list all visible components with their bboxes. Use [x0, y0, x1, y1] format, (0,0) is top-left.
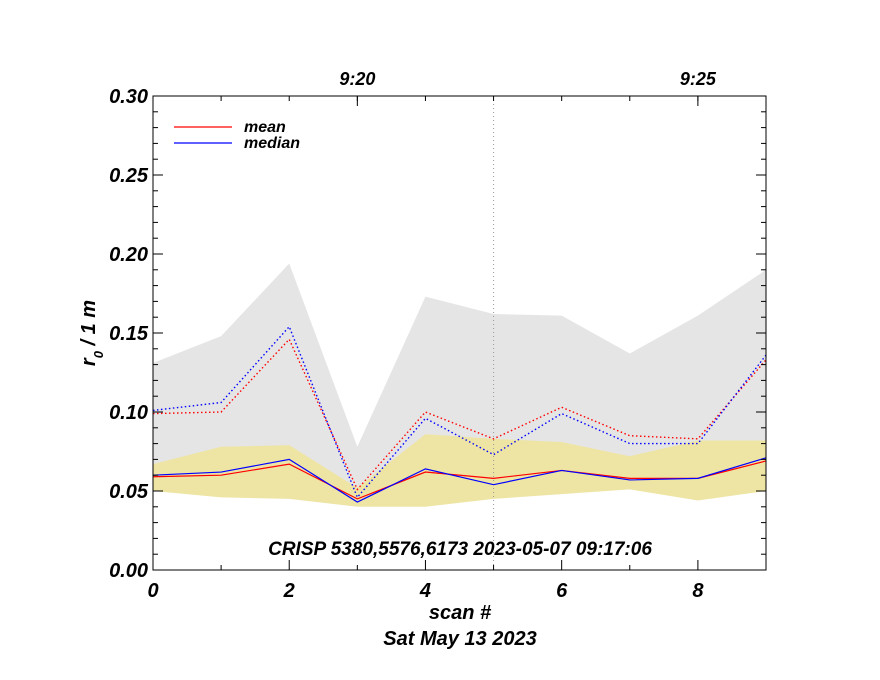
top-tick-label: 9:20	[339, 69, 375, 89]
annotation-text: CRISP 5380,5576,6173 2023-05-07 09:17:06	[268, 539, 652, 560]
x-axis-title: scan #	[429, 602, 492, 624]
top-tick-label: 9:25	[680, 69, 717, 89]
band-1	[153, 434, 766, 507]
series-line-1-median	[152, 457, 767, 503]
y-axis-title-sub: 0	[91, 350, 106, 358]
x-tick-label: 4	[419, 580, 431, 602]
date-subtitle: Sat May 13 2023	[383, 628, 536, 650]
x-tick-label: 6	[556, 580, 568, 602]
y-axis-title: r0 / 1 m	[78, 300, 106, 366]
legend-label-median: median	[244, 135, 300, 152]
y-axis-title-rest: / 1 m	[78, 300, 100, 351]
y-tick-label: 0.10	[109, 402, 148, 424]
series-line-2	[152, 338, 767, 491]
series-line-0-mean	[152, 460, 767, 500]
y-tick-label: 0.30	[109, 86, 148, 108]
y-tick-label: 0.00	[109, 560, 148, 582]
x-tick-label: 2	[283, 580, 295, 602]
band-layer	[153, 263, 766, 507]
y-tick-label: 0.05	[109, 481, 149, 503]
x-tick-label: 0	[147, 580, 158, 602]
y-axis-title-main: r	[78, 357, 100, 366]
x-tick-label: 8	[692, 580, 704, 602]
legend-label-mean: mean	[244, 119, 286, 136]
y-tick-label: 0.20	[109, 244, 148, 266]
band-0	[153, 263, 766, 501]
series-layer	[152, 325, 767, 503]
tick-label-layer: 0 2 4 6 8 0.00 0.05 0.10 0.15 0.20 0.25 0.30 9:20 9:2…	[109, 69, 717, 602]
y-tick-label: 0.15	[109, 323, 149, 345]
tick-layer	[152, 95, 767, 571]
y-tick-label: 0.25	[109, 165, 149, 187]
series-line-3	[152, 325, 767, 499]
